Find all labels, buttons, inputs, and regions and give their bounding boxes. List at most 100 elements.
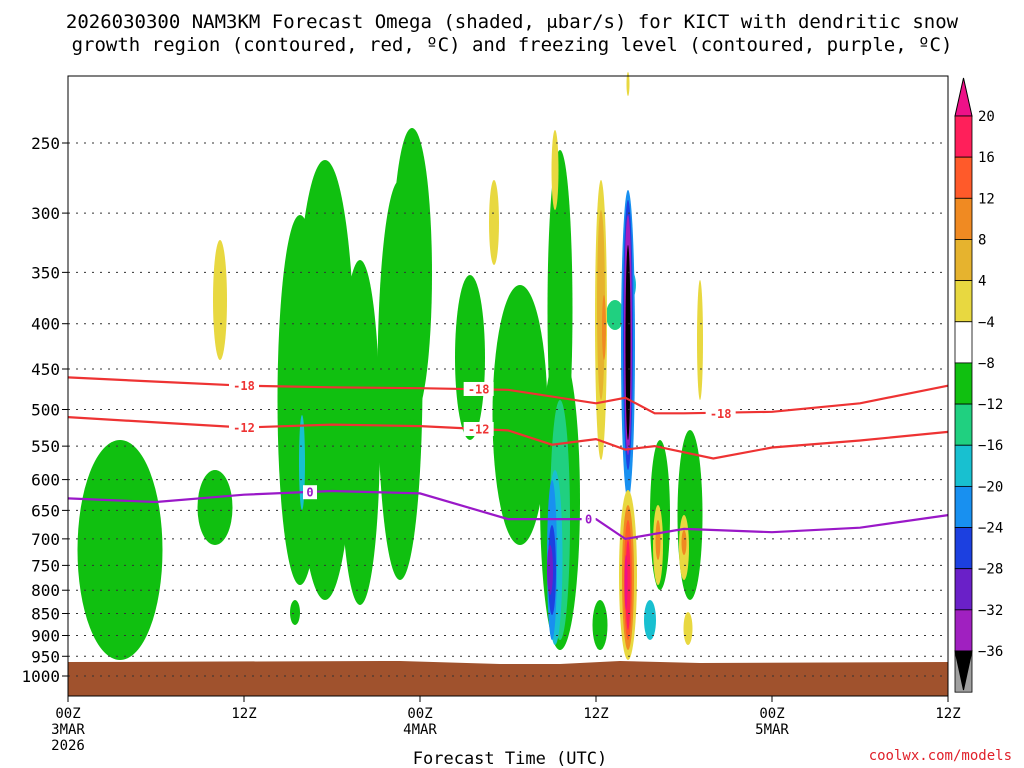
- omega-shade-29: [625, 245, 631, 440]
- x-tick-label-0: 00Z: [55, 706, 80, 722]
- x-tick-label-3: 12Z: [583, 706, 608, 722]
- contour-label-6: 0: [585, 513, 592, 527]
- colorbar-swatch-11: [954, 568, 973, 611]
- y-tick-label-400: 400: [31, 315, 60, 334]
- omega-shading: [77, 72, 703, 660]
- colorbar-label-6: −8: [978, 356, 995, 372]
- omega-shade-32: [602, 295, 606, 360]
- omega-shade-4: [392, 128, 432, 420]
- omega-shade-37: [624, 555, 628, 610]
- omega-shade-16: [97, 600, 103, 604]
- x-tick-date-4: 5MAR: [755, 722, 789, 738]
- omega-shade-45: [697, 280, 703, 400]
- colorbar-swatch-3: [954, 239, 973, 282]
- contour-label-bg-2: [705, 406, 736, 421]
- contour-label-5: 0: [306, 486, 313, 500]
- y-tick-label-600: 600: [31, 471, 60, 490]
- below-ground-layer: [68, 661, 948, 696]
- x-tick-date-2: 4MAR: [403, 722, 437, 738]
- y-tick-label-650: 650: [31, 501, 60, 520]
- colorbar-swatch-10: [954, 527, 973, 570]
- plot-frame: [67, 75, 949, 697]
- pressure-gridlines: [68, 142, 948, 677]
- y-tick-label-950: 950: [31, 647, 60, 666]
- y-tick-label-550: 550: [31, 437, 60, 456]
- omega-shade-47: [626, 72, 630, 96]
- x-tick-date-0: 3MAR: [51, 722, 85, 738]
- colorbar-label-13: −36: [978, 644, 1003, 660]
- omega-shade-42: [213, 240, 227, 360]
- contour-label-0: -18: [233, 379, 255, 393]
- ground-fill: [68, 661, 948, 696]
- contour-label-2: -18: [710, 407, 732, 421]
- contour-label-bg-6: [581, 512, 596, 527]
- colorbar-label-10: −24: [978, 521, 1003, 537]
- omega-shade-39: [655, 520, 661, 560]
- omega-shade-14: [592, 600, 608, 650]
- x-tick-label-1: 12Z: [231, 706, 256, 722]
- y-tick-label-450: 450: [31, 360, 60, 379]
- contour-label-1: -18: [468, 382, 490, 396]
- colorbar-swatch-0: [954, 115, 973, 158]
- chart-title-line-2: growth region (contoured, red, ºC) and f…: [72, 34, 953, 56]
- omega-shade-43: [489, 180, 499, 265]
- omega-shade-7: [82, 517, 118, 553]
- colorbar-label-5: −4: [978, 315, 995, 331]
- colorbar-label-2: 12: [978, 191, 995, 207]
- colorbar-swatch-5: [954, 321, 973, 364]
- source-credit: coolwx.com/models: [869, 748, 1012, 764]
- y-tick-label-900: 900: [31, 626, 60, 645]
- colorbar-swatch-12: [954, 609, 973, 652]
- contour-line-2: [67, 489, 949, 541]
- colorbar-swatch-9: [954, 485, 973, 528]
- omega-shade-15: [290, 600, 300, 625]
- colorbar-label-12: −32: [978, 603, 1003, 619]
- colorbar-swatch-1: [954, 156, 973, 199]
- omega-shade-21: [644, 600, 656, 640]
- x-axis-title: Forecast Time (UTC): [413, 749, 607, 768]
- colorbar-label-8: −16: [978, 438, 1003, 454]
- y-tick-label-850: 850: [31, 605, 60, 624]
- contour-labels: -18 -18 -18 -12 -12 0 0: [229, 378, 736, 527]
- y-tick-label-350: 350: [31, 263, 60, 282]
- colorbar-swatch-4: [954, 280, 973, 323]
- contour-label-3: -12: [233, 421, 255, 435]
- y-tick-label-1000: 1000: [21, 667, 60, 686]
- colorbar-swatch-6: [954, 362, 973, 405]
- colorbar-label-9: −20: [978, 479, 1003, 495]
- omega-shade-2: [340, 260, 380, 605]
- contour-label-bg-1: [463, 381, 494, 396]
- colorbar-bottom-arrow: [954, 650, 973, 691]
- colorbar-swatch-7: [954, 403, 973, 446]
- contour-label-bg-0: [229, 378, 259, 393]
- omega-shade-41: [681, 530, 687, 555]
- x-tick-label-4: 00Z: [759, 706, 784, 722]
- x-tick-label-5: 12Z: [935, 706, 960, 722]
- chart-title-line-1: 2026030300 NAM3KM Forecast Omega (shaded…: [66, 11, 959, 33]
- y-tick-label-700: 700: [31, 530, 60, 549]
- omega-shade-18: [606, 300, 624, 330]
- omega-colorbar: 20 16 12 8 4 −4 −8 −12 −16 −20 −24 −28 −32 −36: [954, 77, 1003, 693]
- colorbar-label-4: 4: [978, 274, 986, 290]
- colorbar-label-3: 8: [978, 232, 986, 248]
- colorbar-label-7: −12: [978, 397, 1003, 413]
- colorbar-label-0: 20: [978, 109, 995, 125]
- colorbar-label-11: −28: [978, 562, 1003, 578]
- contour-label-bg-3: [229, 420, 259, 435]
- y-tick-label-750: 750: [31, 556, 60, 575]
- contour-label-bg-5: [303, 485, 317, 500]
- contour-label-bg-4: [463, 421, 494, 436]
- colorbar-swatch-2: [954, 197, 973, 240]
- omega-shade-46: [683, 612, 693, 645]
- omega-shade-44: [551, 130, 559, 210]
- colorbar-label-1: 16: [978, 150, 995, 166]
- colorbar-top-arrow: [954, 77, 973, 117]
- pressure-axis: 250 300 350 400 450 500 550 600 650 700 750 800 850 9…: [21, 134, 68, 686]
- omega-shade-5: [455, 275, 485, 440]
- colorbar-swatch-8: [954, 444, 973, 487]
- y-tick-label-800: 800: [31, 581, 60, 600]
- y-tick-label-250: 250: [31, 134, 60, 153]
- omega-shade-27: [547, 545, 553, 595]
